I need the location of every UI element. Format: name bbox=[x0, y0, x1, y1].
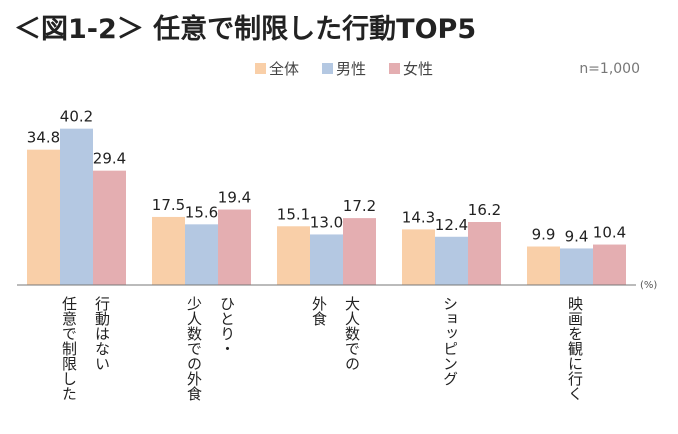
chart-title: ＜図1-2＞ 任意で制限した行動TOP5 bbox=[14, 13, 476, 45]
value-label-2-2: 17.2 bbox=[343, 197, 376, 215]
category-label-2-0: 大人数での bbox=[343, 296, 361, 371]
value-label-3-2: 16.2 bbox=[468, 201, 501, 219]
legend-swatch-1 bbox=[322, 63, 333, 74]
legend-label-1: 男性 bbox=[336, 60, 366, 78]
value-label-2-0: 15.1 bbox=[277, 205, 310, 223]
value-label-3-1: 12.4 bbox=[435, 216, 468, 234]
value-label-0-2: 29.4 bbox=[93, 150, 126, 168]
bar-1-2 bbox=[218, 209, 251, 285]
bar-1-0 bbox=[152, 216, 185, 285]
legend-swatch-2 bbox=[389, 63, 400, 74]
bar-0-1 bbox=[60, 128, 93, 285]
bar-1-1 bbox=[185, 224, 218, 285]
bars-group bbox=[27, 128, 626, 285]
bar-3-2 bbox=[468, 222, 501, 285]
bar-0-0 bbox=[27, 149, 60, 285]
bar-2-0 bbox=[277, 226, 310, 285]
bar-4-0 bbox=[527, 246, 560, 285]
value-label-2-1: 13.0 bbox=[310, 213, 343, 231]
bar-4-1 bbox=[560, 248, 593, 285]
category-label-2-1: 外食 bbox=[310, 296, 328, 326]
category-label-0-1: 任意で制限した bbox=[60, 296, 78, 401]
bar-2-2 bbox=[343, 218, 376, 285]
legend-swatch-0 bbox=[255, 63, 266, 74]
bar-3-1 bbox=[435, 236, 468, 285]
category-label-1-0: ひとり・ bbox=[218, 296, 236, 356]
value-label-3-0: 14.3 bbox=[402, 208, 435, 226]
bar-0-2 bbox=[93, 170, 126, 285]
value-label-0-0: 34.8 bbox=[27, 129, 60, 147]
value-label-1-2: 19.4 bbox=[218, 189, 251, 207]
category-label-0-0: 行動はない bbox=[93, 296, 111, 371]
value-label-4-1: 9.4 bbox=[565, 227, 589, 245]
value-label-4-2: 10.4 bbox=[593, 224, 626, 242]
legend-label-0: 全体 bbox=[269, 60, 299, 78]
value-label-1-1: 15.6 bbox=[185, 203, 218, 221]
category-label-4-0: 映画を観に行く bbox=[566, 296, 584, 401]
category-label-1-1: 少人数での外食 bbox=[185, 296, 203, 401]
category-label-3-0: ショッピング bbox=[441, 296, 459, 386]
value-label-0-1: 40.2 bbox=[60, 108, 93, 126]
bar-3-0 bbox=[402, 229, 435, 285]
sample-size-note: n=1,000 bbox=[579, 61, 640, 77]
legend-label-2: 女性 bbox=[403, 60, 433, 78]
value-labels-group: 34.840.2 29.4 17.5 15.619.4 15.1 13.017.2 14.3… bbox=[27, 108, 626, 246]
value-label-1-0: 17.5 bbox=[152, 196, 185, 214]
unit-label: (%) bbox=[640, 280, 657, 291]
bar-2-1 bbox=[310, 234, 343, 285]
value-label-4-0: 9.9 bbox=[532, 226, 556, 244]
legend: 全体 男性 女性 bbox=[255, 60, 433, 78]
bar-4-2 bbox=[593, 244, 626, 285]
